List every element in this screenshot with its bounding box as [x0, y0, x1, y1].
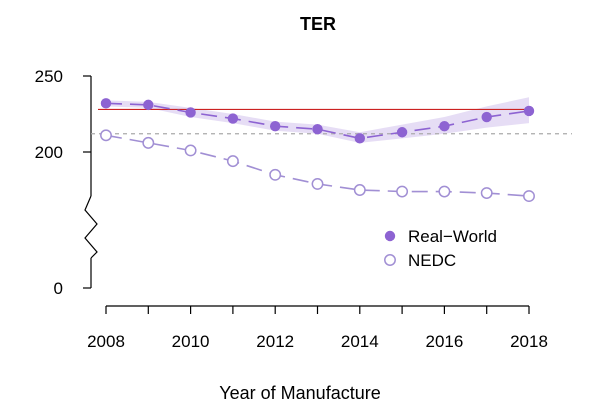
data-point: [226, 155, 239, 168]
data-point: [396, 127, 408, 138]
data-point: [480, 187, 493, 199]
data-point: [142, 136, 155, 149]
data-point: [523, 190, 535, 203]
y-tick-label: 0: [54, 279, 63, 298]
data-point: [143, 99, 154, 111]
legend-marker: [384, 230, 396, 242]
confidence-band: [106, 97, 529, 143]
data-point: [269, 168, 282, 181]
data-point: [227, 113, 239, 124]
x-tick-label: 2016: [425, 332, 463, 351]
data-point: [184, 144, 197, 157]
data-point: [353, 184, 366, 196]
data-point: [312, 124, 323, 135]
y-axis: 0 200 250: [35, 67, 98, 298]
reference-lines: [91, 108, 572, 135]
data-point: [439, 120, 450, 132]
x-tick-label: 2010: [172, 332, 210, 351]
legend: Real−World NEDC: [384, 227, 497, 270]
data-point: [396, 185, 409, 198]
x-axis-label: Year of Manufacture: [219, 383, 380, 403]
series-points: [100, 98, 535, 203]
data-point: [100, 129, 112, 142]
legend-label: Real−World: [408, 227, 497, 246]
y-tick-label: 200: [35, 143, 63, 162]
x-tick-label: 2012: [256, 332, 294, 351]
y-tick-label: 250: [35, 67, 63, 86]
data-point: [438, 185, 451, 198]
x-tick-label: 2014: [341, 332, 379, 351]
x-tick-label: 2008: [87, 332, 125, 351]
chart-title: TER: [300, 14, 336, 34]
legend-label: NEDC: [408, 251, 456, 270]
data-point: [523, 105, 535, 117]
confidence-bands: [106, 97, 529, 143]
data-point: [311, 177, 324, 190]
data-point: [354, 133, 365, 144]
x-tick-label: 2018: [510, 332, 548, 351]
data-point: [100, 98, 112, 109]
x-axis: 2008 2010 2012 2014 2016 2018: [87, 305, 548, 351]
legend-marker: [384, 254, 396, 266]
y-axis-break: [84, 195, 98, 259]
data-point: [481, 111, 492, 123]
data-point: [185, 107, 196, 118]
data-point: [270, 120, 281, 132]
